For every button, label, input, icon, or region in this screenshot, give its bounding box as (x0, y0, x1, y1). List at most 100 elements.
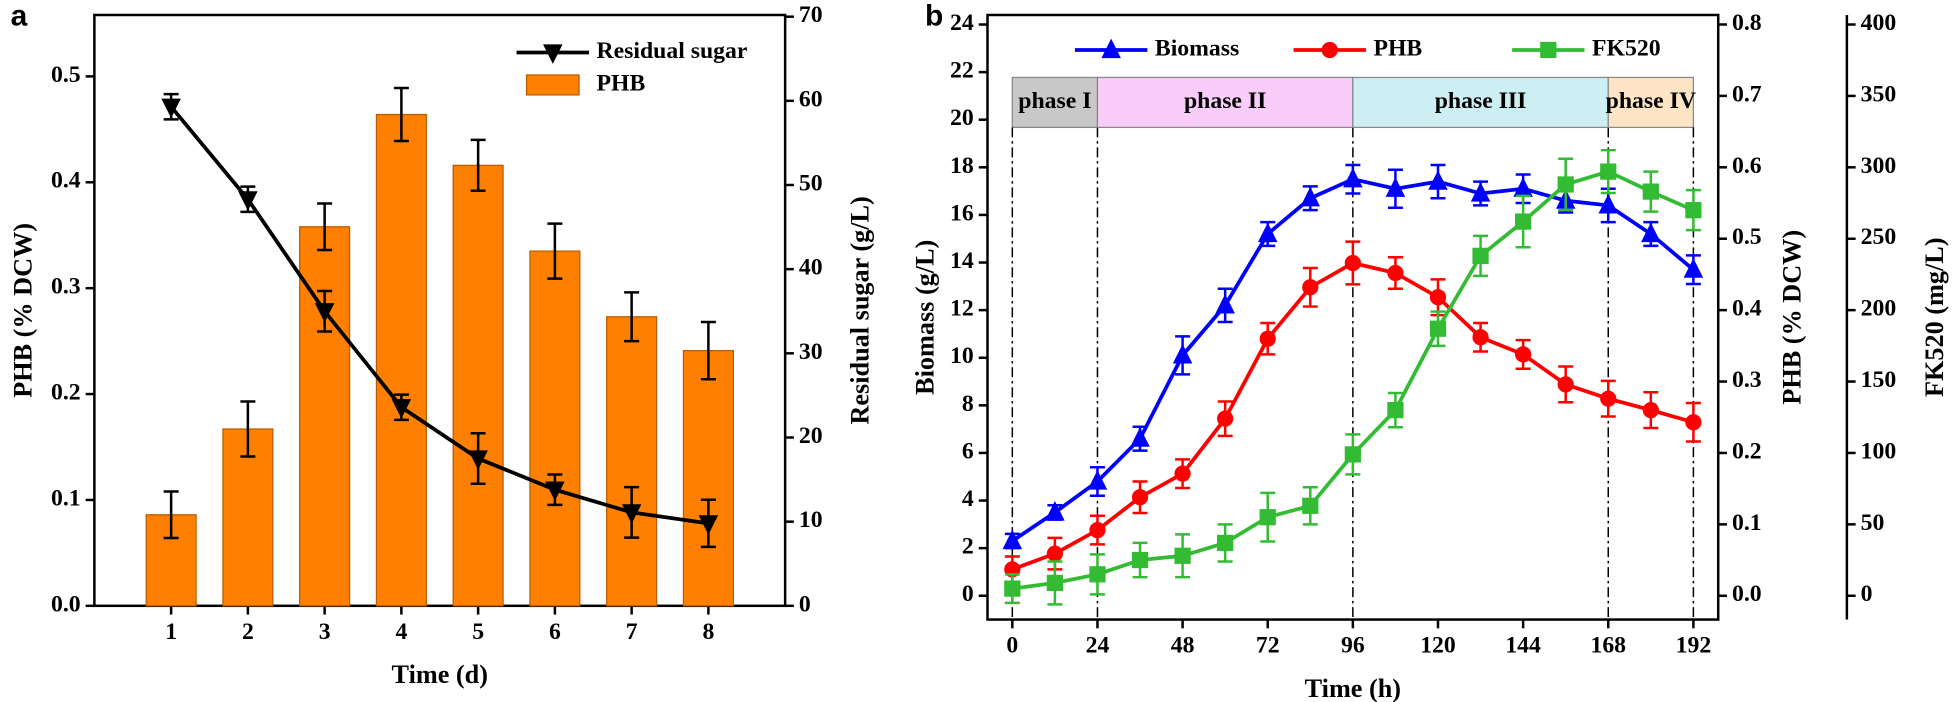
marker (1557, 376, 1574, 393)
marker (1131, 551, 1149, 569)
panel-label: a (11, 0, 28, 32)
phase-label: phase II (1184, 88, 1266, 114)
y-tick-label: 4 (962, 486, 974, 512)
bar (606, 316, 658, 607)
marker (1045, 501, 1065, 521)
marker (1046, 545, 1064, 562)
x-tick-label: 168 (1590, 632, 1626, 658)
phase-band (1096, 76, 1354, 129)
marker (391, 399, 412, 419)
y-tick-label: 60 (799, 86, 823, 112)
panel-label: b (925, 0, 943, 32)
marker (1642, 183, 1659, 200)
x-tick-label: 2 (242, 619, 254, 645)
marker (1428, 170, 1448, 190)
y-tick-label: 24 (950, 10, 974, 36)
y-tick-label: 10 (950, 343, 974, 369)
marker (1470, 182, 1491, 202)
y-tick-label: 100 (1861, 438, 1897, 464)
error-bar (547, 222, 563, 280)
x-tick-label: 3 (319, 619, 331, 645)
marker (1344, 254, 1361, 272)
marker (1002, 529, 1023, 550)
y-tick-label: 0.4 (1732, 296, 1762, 322)
marker (1600, 163, 1617, 180)
marker (1302, 279, 1319, 296)
axis-title: PHB (% DCW) (1777, 230, 1806, 405)
series-line (169, 105, 709, 526)
marker (1344, 446, 1361, 463)
marker (1087, 470, 1108, 490)
marker (1472, 247, 1489, 264)
marker (1385, 177, 1406, 197)
y-tick-label: 12 (950, 296, 974, 322)
axis-title: FK520 (mg/L) (1920, 238, 1949, 397)
axis-title: PHB (% DCW) (9, 223, 38, 398)
phase-label: phase IV (1606, 88, 1696, 114)
y-tick-label: 0.0 (51, 591, 81, 617)
bar (682, 350, 734, 607)
x-tick-label: 72 (1256, 632, 1280, 658)
y-tick-label: 0.1 (1732, 510, 1762, 536)
marker (1683, 258, 1704, 278)
marker (1515, 213, 1532, 230)
y-tick-label: 250 (1861, 224, 1897, 250)
marker (1600, 390, 1617, 407)
legend-marker (1540, 41, 1557, 59)
legend-label: Residual sugar (597, 38, 748, 64)
bar (375, 113, 427, 607)
phase-band (1011, 76, 1099, 129)
marker (1513, 177, 1533, 197)
marker (1429, 289, 1447, 306)
marker (1174, 547, 1191, 564)
x-tick-label: 192 (1676, 632, 1712, 658)
marker (1387, 401, 1404, 419)
marker (1172, 343, 1193, 364)
legend-marker (1321, 41, 1338, 59)
marker (1598, 194, 1619, 214)
marker (1089, 521, 1106, 539)
marker (1302, 497, 1319, 514)
y-tick-label: 40 (799, 255, 823, 281)
phase-label: phase III (1435, 88, 1527, 114)
axis-title: Residual sugar (g/L) (846, 196, 875, 424)
y-tick-label: 0 (1861, 581, 1873, 607)
marker (1642, 401, 1659, 419)
y-tick-label: 30 (799, 339, 823, 365)
x-tick-label: 48 (1171, 632, 1195, 658)
y-tick-label: 18 (950, 153, 974, 179)
y-tick-label: 2 (962, 534, 974, 560)
x-tick-label: 24 (1086, 632, 1110, 658)
y-tick-label: 0.2 (1732, 438, 1762, 464)
phase-label: phase I (1018, 88, 1091, 114)
y-tick-label: 6 (962, 438, 974, 464)
marker (1259, 330, 1276, 347)
axis-title: Biomass (g/L) (911, 240, 940, 395)
y-tick-label: 50 (799, 170, 823, 196)
error-bar (163, 490, 179, 540)
legend-label: Biomass (1155, 35, 1239, 61)
marker (1004, 580, 1021, 597)
y-tick-label: 16 (950, 200, 974, 226)
marker (1217, 534, 1234, 552)
x-tick-label: 8 (702, 619, 714, 645)
legend-label: FK520 (1592, 35, 1661, 61)
x-tick-label: 120 (1420, 632, 1456, 658)
y-tick-label: 14 (950, 248, 974, 274)
marker (1387, 264, 1404, 282)
marker (314, 303, 335, 323)
marker (1429, 320, 1447, 337)
marker (1131, 489, 1149, 506)
y-tick-label: 0.8 (1732, 10, 1762, 36)
phase-band (1607, 76, 1695, 129)
plot-frame (93, 13, 787, 608)
marker (1046, 574, 1064, 592)
marker (1257, 222, 1278, 243)
y-tick-label: 0.3 (1732, 367, 1762, 393)
marker (1472, 329, 1489, 346)
y-tick-label: 0.3 (51, 274, 81, 300)
marker (545, 481, 565, 502)
error-bar (240, 400, 256, 458)
